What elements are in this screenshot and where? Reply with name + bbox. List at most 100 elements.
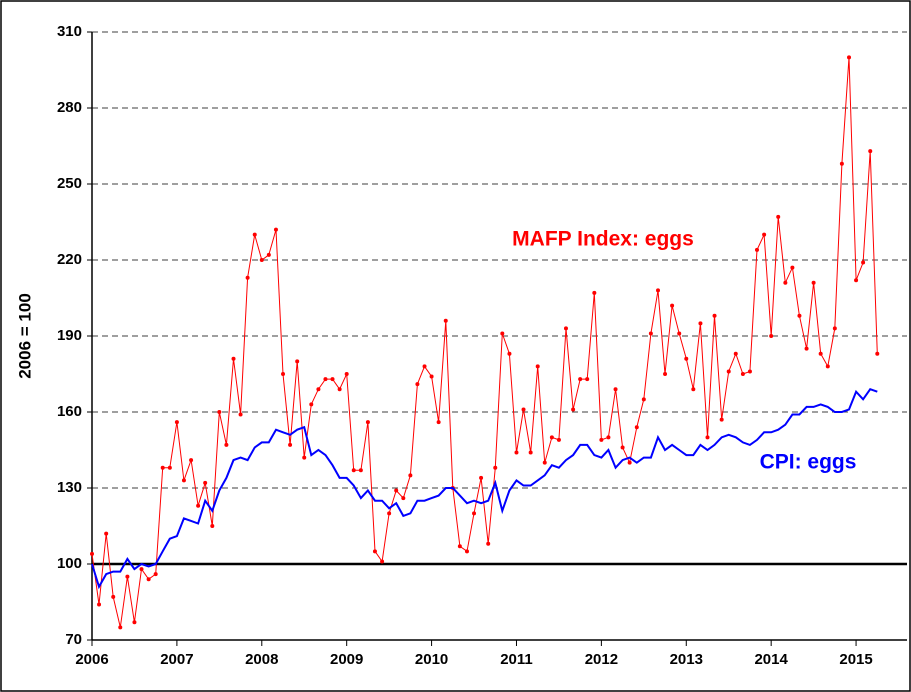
marker	[153, 572, 158, 577]
x-tick-label: 2006	[75, 651, 108, 668]
marker	[578, 377, 583, 382]
marker	[415, 382, 420, 387]
marker	[139, 567, 144, 572]
marker	[726, 369, 731, 374]
marker	[804, 346, 809, 351]
y-tick-label: 220	[57, 251, 82, 268]
marker	[160, 465, 165, 470]
marker	[549, 435, 554, 440]
y-tick-label: 160	[57, 403, 82, 420]
marker	[443, 318, 448, 323]
y-tick-label: 100	[57, 555, 82, 572]
marker	[344, 372, 349, 376]
marker	[613, 387, 618, 392]
marker	[224, 442, 229, 447]
x-tick-label: 2015	[839, 651, 872, 668]
marker	[323, 377, 328, 382]
marker	[281, 372, 286, 376]
x-tick-label: 2007	[160, 651, 193, 668]
marker	[309, 402, 314, 407]
marker	[563, 326, 568, 331]
marker	[868, 149, 873, 154]
marker	[839, 161, 844, 166]
marker	[556, 437, 561, 442]
marker	[118, 625, 123, 630]
marker	[372, 549, 377, 554]
marker	[104, 531, 109, 536]
marker	[783, 280, 788, 285]
marker	[818, 351, 823, 356]
marker	[217, 410, 222, 414]
marker	[90, 551, 94, 556]
y-tick-label: 280	[57, 99, 82, 116]
marker	[408, 473, 413, 478]
marker	[210, 524, 215, 528]
marker	[132, 620, 137, 625]
marker	[733, 351, 738, 356]
marker	[457, 544, 462, 549]
marker	[507, 351, 512, 356]
marker	[252, 232, 257, 237]
marker	[620, 445, 625, 450]
marker	[181, 478, 186, 483]
marker	[401, 496, 406, 501]
marker	[295, 359, 300, 364]
marker	[691, 387, 696, 392]
marker	[769, 334, 774, 338]
marker	[656, 288, 661, 293]
marker	[712, 313, 717, 318]
marker	[592, 290, 597, 295]
x-tick-label: 2013	[670, 651, 703, 668]
marker	[705, 435, 710, 440]
series-line	[91, 388, 878, 590]
marker	[394, 488, 399, 493]
marker	[436, 420, 441, 425]
marker	[825, 364, 830, 369]
x-tick-label: 2014	[754, 651, 788, 668]
marker	[854, 278, 859, 283]
marker	[670, 303, 675, 308]
x-tick-label: 2011	[500, 651, 533, 668]
marker	[663, 372, 668, 376]
marker	[330, 377, 335, 382]
marker	[847, 55, 852, 60]
marker	[861, 260, 866, 265]
marker	[486, 541, 491, 546]
series-label: MAFP Index: eggs	[512, 228, 694, 251]
marker	[167, 465, 172, 470]
marker	[259, 258, 264, 262]
marker	[337, 387, 342, 392]
marker	[521, 407, 526, 412]
marker	[493, 465, 498, 470]
marker	[606, 435, 611, 440]
series-label: CPI: eggs	[760, 451, 857, 474]
marker	[365, 420, 370, 425]
marker	[585, 377, 590, 382]
marker	[174, 420, 179, 425]
marker	[316, 387, 321, 392]
marker	[429, 374, 434, 379]
marker	[634, 425, 639, 430]
marker	[684, 356, 689, 361]
marker	[196, 503, 201, 508]
marker	[500, 331, 505, 336]
marker	[797, 313, 802, 318]
marker	[203, 480, 208, 485]
marker	[571, 407, 576, 412]
marker	[762, 232, 767, 237]
marker	[238, 412, 243, 417]
marker	[514, 450, 519, 455]
marker	[740, 372, 745, 376]
marker	[464, 549, 469, 554]
y-tick-label: 130	[57, 479, 82, 496]
marker	[542, 460, 547, 465]
marker	[528, 450, 533, 455]
marker	[245, 275, 250, 280]
marker	[387, 511, 392, 516]
y-tick-label: 250	[57, 175, 82, 192]
marker	[698, 321, 703, 326]
marker	[125, 574, 130, 579]
y-tick-label: 70	[65, 631, 82, 648]
marker	[351, 468, 356, 473]
